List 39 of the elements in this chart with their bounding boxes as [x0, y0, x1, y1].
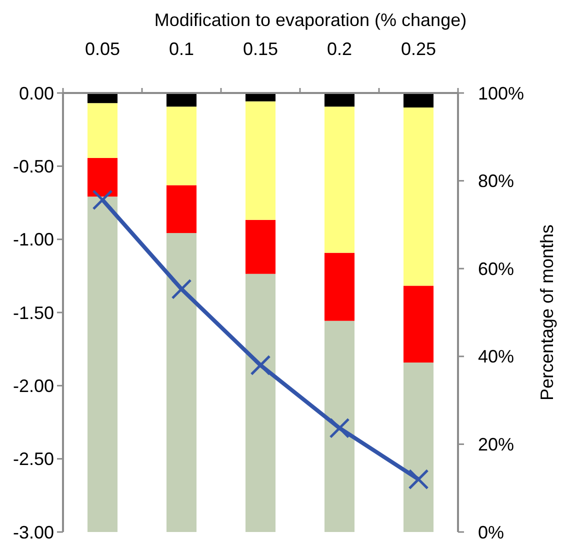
- bar: [324, 106, 355, 253]
- y-tick-label: -2.50: [12, 449, 54, 470]
- bar: [166, 233, 197, 532]
- x-tick-label: 0.05: [84, 39, 120, 59]
- y2-tick-label: 20%: [478, 434, 514, 454]
- bar: [166, 93, 197, 107]
- bar: [324, 93, 355, 107]
- y2-tick-label: 0%: [478, 522, 504, 540]
- y-tick-label: 0.00: [18, 83, 54, 104]
- bar: [324, 252, 355, 321]
- bar: [245, 93, 276, 102]
- y-tick-label: -2.00: [12, 376, 54, 396]
- y-tick-label: -3.00: [12, 522, 54, 540]
- x-tick-label: 0.15: [242, 39, 278, 59]
- y-tick-label: -1.00: [12, 230, 54, 250]
- bar: [403, 362, 434, 532]
- y2-tick-label: 80%: [478, 171, 514, 192]
- bar: [87, 196, 118, 532]
- bar: [166, 185, 197, 234]
- bar: [245, 220, 276, 274]
- y-tick-label: -0.50: [12, 156, 54, 176]
- x-axis-title: Modification to evaporation (% change): [154, 10, 467, 30]
- bar: [403, 93, 434, 108]
- y-tick-label: -1.50: [12, 302, 54, 323]
- bar: [87, 158, 118, 197]
- x-tick-label: 0.25: [400, 39, 436, 59]
- x-tick-label: 0.2: [326, 39, 352, 59]
- bar: [245, 101, 276, 220]
- bar: [245, 274, 276, 532]
- x-tick-label: 0.1: [168, 39, 194, 59]
- y2-tick-label: 40%: [478, 346, 514, 367]
- bar: [324, 320, 355, 532]
- y2-axis-title: Percentage of months: [537, 224, 557, 401]
- bar: [87, 103, 118, 158]
- bar: [166, 106, 197, 186]
- bar: [403, 107, 434, 286]
- y2-tick-label: 60%: [478, 258, 514, 279]
- y2-tick-label: 100%: [478, 83, 524, 104]
- bar: [403, 286, 434, 363]
